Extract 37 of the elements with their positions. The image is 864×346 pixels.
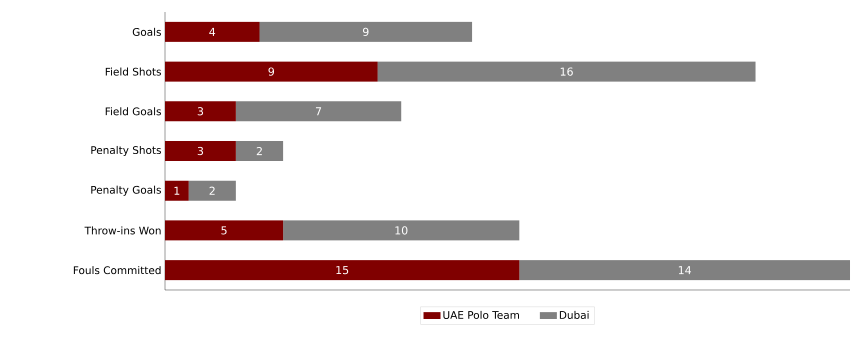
y-tick-label: Field Goals (106, 107, 161, 116)
bar (165, 22, 260, 42)
bar (283, 220, 520, 240)
data-label: 3 (198, 146, 204, 156)
legend-label: UAE Polo Team (443, 310, 519, 319)
y-tick-label: Field Shots (106, 68, 161, 76)
data-label: 10 (395, 226, 408, 235)
data-label: 16 (560, 67, 573, 76)
data-label: 15 (336, 266, 348, 274)
data-label: 3 (198, 107, 204, 116)
data-label: 9 (362, 28, 368, 36)
y-tick-label: Goals (132, 28, 161, 36)
data-label: 2 (256, 146, 262, 156)
data-label: 14 (678, 266, 692, 274)
bar (236, 141, 284, 161)
bar (378, 62, 756, 82)
bar (236, 101, 402, 122)
bar (188, 180, 236, 201)
y-tick-label: Fouls Committed (74, 266, 161, 274)
data-label: 1 (174, 186, 180, 195)
bar (165, 260, 520, 280)
data-label: 2 (210, 186, 215, 195)
bar (165, 180, 189, 201)
data-label: 9 (268, 67, 274, 76)
y-tick-label: Penalty Shots (91, 146, 161, 156)
bar (165, 101, 236, 122)
data-label: 5 (221, 226, 227, 234)
bar (165, 62, 378, 82)
y-tick-label: Throw-ins Won (84, 226, 161, 234)
data-label: 4 (209, 28, 216, 36)
bar (165, 220, 284, 240)
bar (165, 141, 236, 161)
data-label: 7 (316, 107, 322, 116)
legend-label: Dubai (560, 310, 589, 319)
bar (519, 260, 850, 280)
y-tick-label: Penalty Goals (91, 186, 161, 196)
bar (259, 22, 472, 42)
